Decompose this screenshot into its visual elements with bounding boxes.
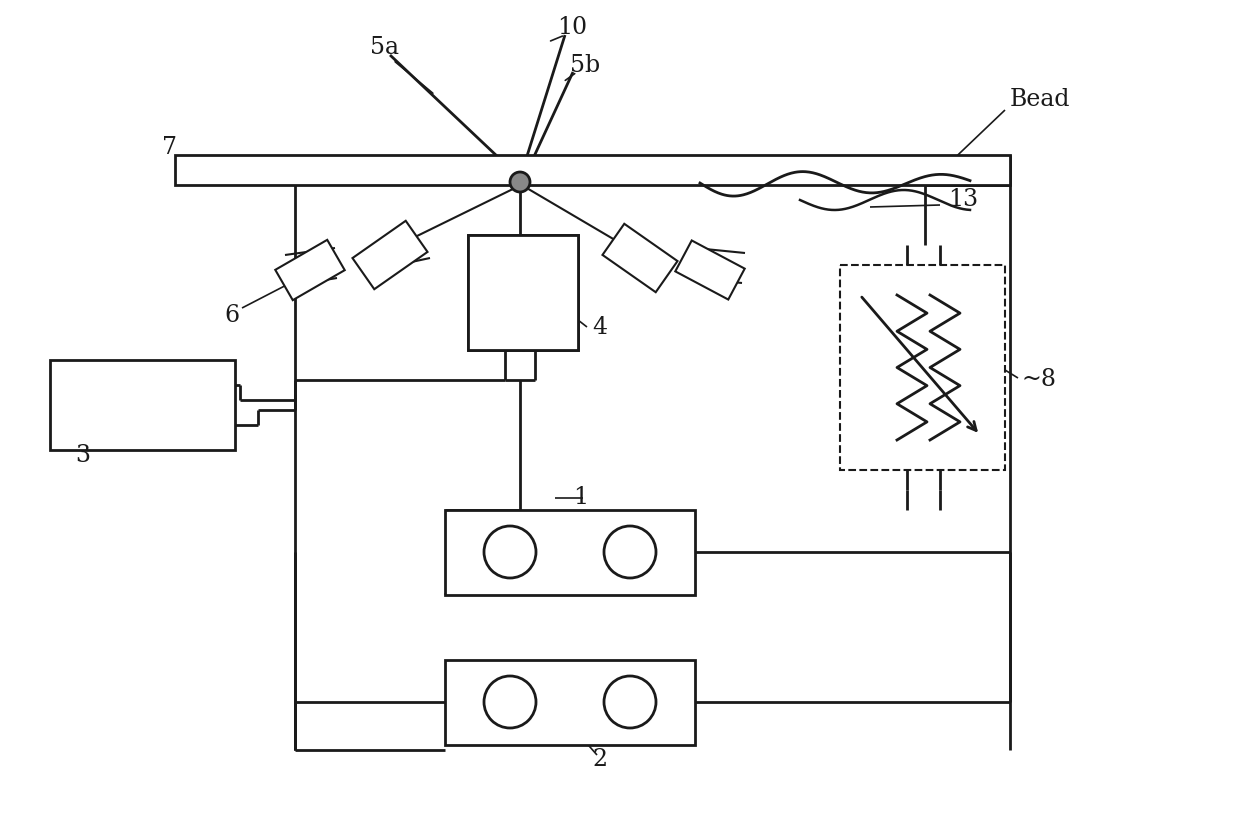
Bar (50, 360, 236, 450)
Bar (175, 155, 1011, 185)
Text: −: − (497, 538, 523, 567)
Circle shape (484, 676, 536, 728)
Circle shape (604, 526, 656, 578)
Text: 5b: 5b (570, 54, 600, 77)
Circle shape (510, 172, 529, 192)
Text: 13: 13 (949, 188, 978, 212)
Text: 4: 4 (591, 315, 608, 339)
Text: 6: 6 (224, 303, 239, 327)
Text: 1: 1 (573, 487, 588, 509)
Polygon shape (352, 221, 428, 289)
Bar (467, 235, 578, 350)
Bar (445, 660, 694, 745)
Text: 10: 10 (557, 17, 587, 39)
Text: +: + (618, 538, 642, 567)
Polygon shape (275, 240, 345, 300)
Bar (467, 235, 523, 350)
Polygon shape (676, 241, 745, 299)
Polygon shape (603, 224, 677, 293)
Bar (523, 235, 578, 350)
Text: 7: 7 (162, 136, 177, 160)
Circle shape (484, 526, 536, 578)
Text: +: + (618, 687, 642, 716)
Text: 3: 3 (76, 444, 91, 466)
Circle shape (604, 676, 656, 728)
Text: 2: 2 (593, 748, 608, 772)
Bar (839, 265, 1004, 470)
Bar (445, 510, 694, 595)
Text: 5a: 5a (371, 37, 399, 59)
Text: Bead: Bead (1011, 89, 1070, 111)
Text: ~8: ~8 (1022, 369, 1056, 391)
Text: −: − (497, 687, 523, 716)
